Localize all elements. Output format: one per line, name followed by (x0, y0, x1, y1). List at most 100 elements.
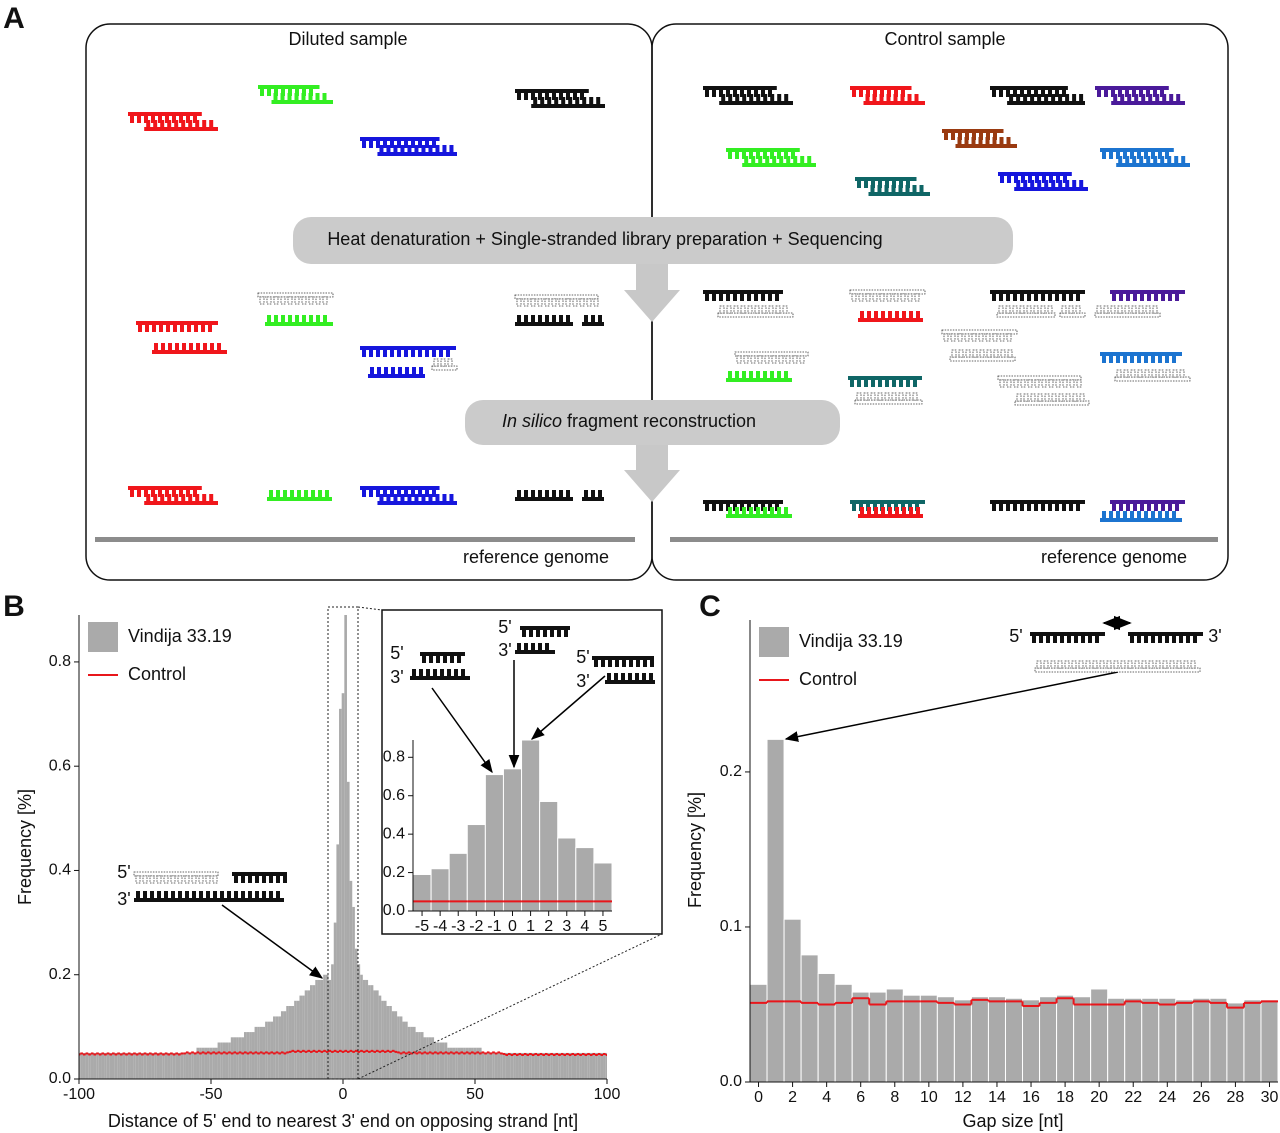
strand-base (533, 97, 538, 104)
dna-strand (949, 349, 1016, 362)
strand-base (1172, 511, 1176, 518)
strand-base (1161, 504, 1165, 511)
strand-base (566, 315, 570, 322)
y-tick-label: 0.8 (383, 749, 405, 766)
strand-backbone (942, 129, 1004, 133)
strand-base (1130, 369, 1136, 378)
strand-base (913, 380, 917, 387)
strand-base (151, 116, 155, 123)
strand-base (404, 350, 408, 357)
strand-backbone (734, 351, 809, 357)
y-tick-label: 0.6 (49, 757, 71, 774)
strand-base (1036, 660, 1042, 669)
strand-base (543, 630, 547, 637)
bar (851, 991, 870, 1082)
strand-base (1074, 636, 1078, 643)
strand-base (163, 875, 169, 884)
step-box (465, 400, 840, 445)
strand-base (154, 343, 158, 350)
strand-base (999, 90, 1003, 97)
bar (222, 1042, 226, 1079)
strand-backbone (271, 100, 333, 104)
strand-base (524, 643, 528, 650)
bar (119, 1052, 123, 1079)
bar (199, 1047, 202, 1079)
strand-base (778, 355, 784, 364)
strand-base (255, 891, 259, 898)
strand-base (894, 90, 898, 97)
strand-base (205, 875, 211, 884)
box-title: Control sample (884, 29, 1005, 49)
strand-base (376, 490, 380, 497)
dna-strand (515, 643, 555, 654)
strand-base (186, 116, 190, 123)
bar (236, 1037, 239, 1079)
strand-base (784, 94, 789, 101)
strand-base (999, 137, 1004, 144)
bar (112, 1052, 115, 1079)
strand-base (649, 673, 653, 680)
bar (518, 1052, 522, 1079)
strand-end: 3' (498, 640, 511, 660)
strand-backbone (1114, 376, 1191, 382)
strand-base (1076, 379, 1082, 388)
strand-base (302, 89, 306, 96)
strand-base (1055, 90, 1059, 97)
strand-base (1165, 369, 1171, 378)
bar (1056, 994, 1075, 1082)
strand-base (158, 490, 162, 497)
strand-base (531, 490, 535, 497)
dna-strand (858, 311, 923, 322)
strand-base (1133, 504, 1137, 511)
strand-base (545, 93, 549, 100)
strand-base (144, 116, 148, 123)
strand-base (432, 141, 436, 148)
strand-base (1032, 636, 1036, 643)
strand-base (719, 90, 723, 97)
y-axis-label: Frequency [%] (15, 789, 35, 905)
strand-base (899, 380, 903, 387)
strand-base (850, 380, 854, 387)
x-tick-label: 0 (339, 1086, 348, 1103)
dna-strand (128, 486, 202, 497)
strand-backbone (726, 148, 800, 152)
strand-base (390, 141, 394, 148)
strand-base (1176, 94, 1181, 101)
x-tick-label: 16 (1022, 1089, 1040, 1106)
strand-base (1095, 636, 1099, 643)
strand-base (1172, 369, 1178, 378)
strand-base (1158, 152, 1162, 159)
strand-base (530, 298, 536, 307)
bar (80, 1052, 83, 1079)
strand-base (288, 89, 292, 96)
strand-backbone (1128, 632, 1203, 636)
strand-base (1060, 636, 1064, 643)
strand-base (287, 296, 293, 305)
strand-base (559, 490, 563, 497)
dna-strand (1116, 156, 1190, 167)
strand-base (1151, 511, 1155, 518)
bar (354, 948, 358, 1079)
strand-base (993, 349, 999, 358)
zoom-line (357, 933, 663, 1080)
bar (595, 1052, 598, 1079)
strand-base (418, 141, 422, 148)
bar (500, 1052, 503, 1079)
strand-base (552, 93, 556, 100)
strand-base (538, 93, 542, 100)
strand-base (898, 185, 903, 192)
dna-strand (717, 305, 794, 318)
strand-base (435, 145, 440, 152)
strand-base (276, 876, 280, 883)
strand-base (1071, 660, 1077, 669)
strand-base (1106, 660, 1112, 669)
strand-base (867, 311, 871, 318)
strand-base (1126, 294, 1130, 301)
strand-base (1151, 369, 1157, 378)
strand-base (201, 325, 205, 332)
strand-base (362, 490, 366, 497)
bar (555, 1052, 559, 1079)
strand-base (172, 490, 176, 497)
legend-label: Vindija 33.19 (128, 626, 232, 646)
strand-base (421, 494, 426, 501)
